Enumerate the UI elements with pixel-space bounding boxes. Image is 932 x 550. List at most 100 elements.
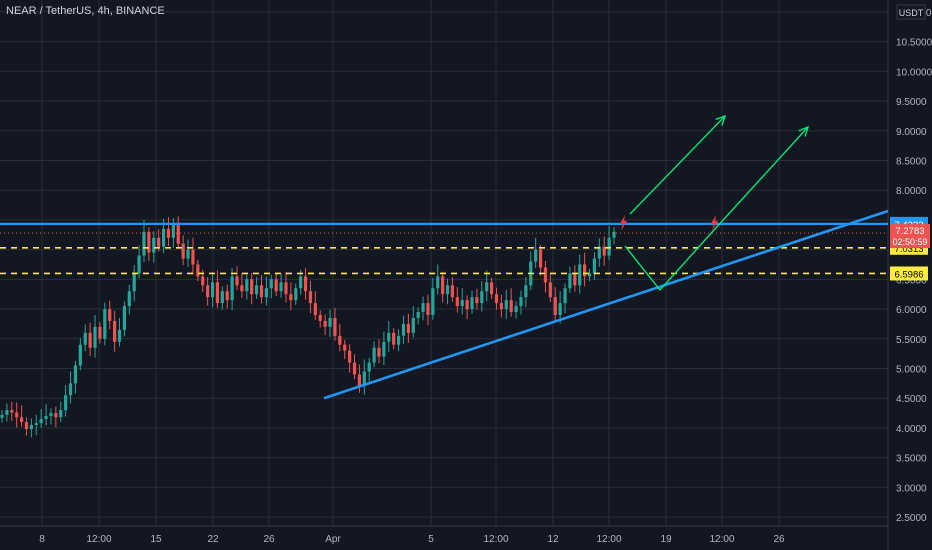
candle-body — [401, 323, 406, 336]
support-price-label: 6.5986 — [894, 269, 923, 280]
y-tick-label: 10.5000 — [896, 38, 932, 49]
candle-body — [612, 231, 616, 238]
candle-body — [426, 303, 430, 316]
x-tick-label: 5 — [428, 534, 434, 545]
candle-body — [220, 291, 224, 304]
candle-body — [181, 243, 185, 259]
y-tick-label: 10.0000 — [896, 67, 932, 78]
candle-body — [210, 282, 215, 298]
candle-body — [294, 288, 298, 301]
candle-body — [113, 320, 117, 342]
candle-body — [450, 285, 455, 298]
candle-body — [10, 410, 14, 413]
candle-body — [338, 335, 342, 345]
candle-body — [274, 279, 278, 292]
candle-body — [235, 276, 239, 286]
candle-body — [543, 267, 548, 283]
candle-body — [98, 326, 102, 339]
candle-body — [352, 362, 357, 375]
candle-body — [68, 383, 73, 396]
y-tick-label: 3.5000 — [896, 454, 927, 465]
pullback-leg — [624, 245, 661, 291]
candle-body — [583, 264, 587, 277]
candle-body — [171, 222, 175, 238]
countdown-label: 02:50:59 — [892, 237, 927, 247]
candle-body — [59, 410, 63, 418]
candle-body — [24, 421, 29, 430]
candle-body — [303, 276, 308, 292]
x-tick-label: 26 — [263, 534, 275, 545]
candle-body — [548, 282, 552, 298]
candle-body — [514, 306, 518, 313]
candle-body — [308, 291, 313, 304]
candle-body — [421, 303, 425, 313]
candle-body — [568, 273, 572, 289]
candle-body — [490, 282, 494, 295]
candle-body — [73, 365, 78, 384]
candle-body — [578, 264, 582, 286]
candle-body — [215, 282, 220, 304]
candle-body — [132, 273, 136, 292]
currency-box — [896, 4, 926, 20]
candle-body — [191, 249, 195, 265]
support-price-tag — [890, 266, 928, 281]
candle-body — [19, 417, 24, 422]
candle-body — [88, 332, 92, 348]
candle-body — [108, 309, 112, 321]
candle-body — [161, 228, 166, 247]
candle-body — [597, 246, 601, 259]
candle-body — [563, 288, 567, 304]
candle-body — [5, 410, 9, 415]
breakout-marker-2 — [711, 214, 718, 231]
ascending-trend-line — [323, 209, 889, 400]
candle-body — [573, 273, 577, 286]
support-price-label: 7.0313 — [894, 244, 923, 255]
candle-body — [538, 249, 543, 268]
x-tick-label: 12:00 — [596, 534, 621, 545]
candle-body — [103, 309, 107, 339]
x-tick-label: 8 — [39, 534, 45, 545]
candle-body — [504, 300, 508, 310]
candle-body — [509, 300, 513, 313]
candle-body — [225, 291, 229, 301]
y-tick-label: 4.0000 — [896, 424, 927, 435]
candle-body — [445, 285, 450, 295]
candle-body — [441, 276, 445, 295]
candle-body — [318, 315, 322, 321]
candle-body — [201, 276, 205, 286]
candle-body — [54, 413, 58, 418]
bounce-leg — [659, 229, 715, 291]
y-tick-label: 6.0000 — [896, 305, 927, 316]
candle-body — [470, 297, 474, 310]
y-tick-label: 8.5000 — [896, 156, 927, 167]
candle-body — [157, 237, 161, 247]
x-tick-label: 12:00 — [709, 534, 734, 545]
candle-body — [206, 285, 210, 298]
candle-body — [0, 414, 4, 418]
x-tick-label: 12:00 — [483, 534, 508, 545]
candle-body — [186, 249, 190, 259]
candle-body — [49, 413, 53, 417]
candle-body — [480, 291, 484, 304]
candle-body — [34, 423, 38, 425]
candle-body — [387, 332, 391, 342]
candle-body — [117, 329, 122, 342]
candle-body — [348, 350, 352, 363]
candle-body — [475, 297, 479, 304]
candle-body — [269, 279, 273, 289]
candle-body — [411, 317, 415, 333]
candle-body — [264, 288, 268, 298]
y-tick-label: 6.5000 — [896, 275, 927, 286]
projection-arrow-2 — [713, 126, 809, 231]
candle-body — [436, 276, 440, 289]
candle-body — [357, 374, 362, 387]
candle-body — [592, 258, 597, 274]
y-tick-label: 2.5000 — [896, 513, 927, 524]
candle-body — [279, 282, 283, 292]
y-tick-label: 5.0000 — [896, 364, 927, 375]
candle-body — [147, 231, 151, 253]
y-tick-label: 3.0000 — [896, 483, 927, 494]
